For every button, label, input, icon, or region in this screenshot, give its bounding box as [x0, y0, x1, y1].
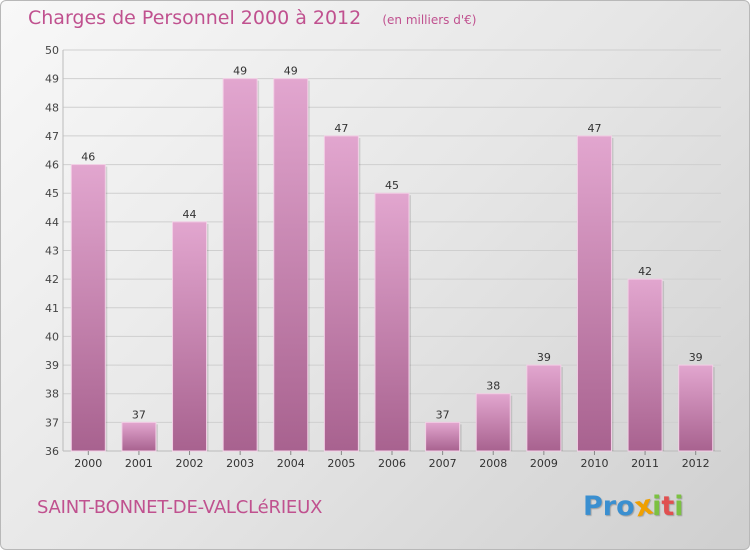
- y-tick-label: 43: [45, 245, 59, 258]
- data-label: 47: [587, 122, 601, 135]
- x-tick-label: 2003: [226, 457, 254, 470]
- bar-2009: [526, 364, 562, 452]
- logo-letter: r: [602, 491, 617, 522]
- proxiti-logo: Proxiti: [583, 490, 684, 524]
- x-tick-label: 2001: [125, 457, 153, 470]
- x-tick-label: 2002: [176, 457, 204, 470]
- data-label: 37: [132, 408, 146, 421]
- bar-2005: [323, 135, 359, 452]
- bar-2012: [678, 364, 714, 452]
- y-tick-label: 44: [45, 216, 59, 229]
- y-tick-label: 48: [45, 101, 59, 114]
- x-tick-label: 2007: [429, 457, 457, 470]
- data-label: 39: [689, 351, 703, 364]
- x-tick-labels: 2000 2001 2002 2003 2004 2005 2006 2007 2008 2009…: [74, 451, 710, 470]
- bar-2001: [121, 421, 157, 452]
- x-tick-label: 2011: [631, 457, 659, 470]
- chart-title: Charges de Personnel 2000 à 2012: [28, 7, 362, 29]
- bar-2002: [172, 221, 208, 452]
- data-label: 45: [385, 179, 399, 192]
- data-label: 38: [486, 380, 500, 393]
- y-tick-label: 49: [45, 73, 59, 86]
- bar-2003: [222, 78, 258, 452]
- chart-subtitle: (en milliers d'€): [382, 13, 477, 27]
- data-label: 49: [284, 65, 298, 78]
- y-tick-label: 40: [45, 330, 59, 343]
- bar-2011: [627, 278, 663, 452]
- x-tick-label: 2008: [479, 457, 507, 470]
- y-tick-label: 46: [45, 159, 59, 172]
- y-tick-label: 42: [45, 273, 59, 286]
- title-row: Charges de Personnel 2000 à 2012 (en mil…: [28, 7, 476, 29]
- logo-letter: o: [616, 491, 635, 522]
- bar-2008: [475, 393, 511, 452]
- bars: [70, 78, 715, 452]
- bar-2004: [273, 78, 309, 452]
- x-tick-label: 2009: [530, 457, 558, 470]
- x-tick-label: 2004: [277, 457, 305, 470]
- data-label: 44: [183, 208, 197, 221]
- y-tick-label: 37: [45, 416, 59, 429]
- x-tick-label: 2006: [378, 457, 406, 470]
- y-tick-label: 38: [45, 388, 59, 401]
- bar-2007: [425, 421, 461, 452]
- y-tick-label: 47: [45, 130, 59, 143]
- logo-letter: i: [674, 491, 684, 522]
- logo-letter: t: [661, 491, 675, 522]
- logo-letter: i: [652, 491, 662, 522]
- data-label: 39: [537, 351, 551, 364]
- y-tick-label: 36: [45, 445, 59, 458]
- data-label: 46: [81, 151, 95, 164]
- data-label: 49: [233, 65, 247, 78]
- data-labels: 46 37 44 49 49 47 45 37 38 39 47 42 39: [81, 65, 702, 422]
- y-tick-label: 45: [45, 187, 59, 200]
- x-tick-label: 2005: [327, 457, 355, 470]
- logo-letter: P: [583, 491, 603, 522]
- bar-2010: [576, 135, 612, 452]
- bar-2006: [374, 192, 410, 452]
- y-tick-label: 39: [45, 359, 59, 372]
- y-tick-labels: 36 37 38 39 40 41 42 43 44 45 46 47 48 49 50: [45, 44, 59, 458]
- data-label: 42: [638, 265, 652, 278]
- data-label: 37: [436, 408, 450, 421]
- y-tick-label: 41: [45, 302, 59, 315]
- y-tick-label: 50: [45, 44, 59, 57]
- x-tick-label: 2000: [74, 457, 102, 470]
- bar-2000: [70, 164, 106, 452]
- data-label: 47: [334, 122, 348, 135]
- x-tick-label: 2012: [682, 457, 710, 470]
- town-name: SAINT-BONNET-DE-VALCLéRIEUX: [37, 497, 323, 518]
- x-tick-label: 2010: [580, 457, 608, 470]
